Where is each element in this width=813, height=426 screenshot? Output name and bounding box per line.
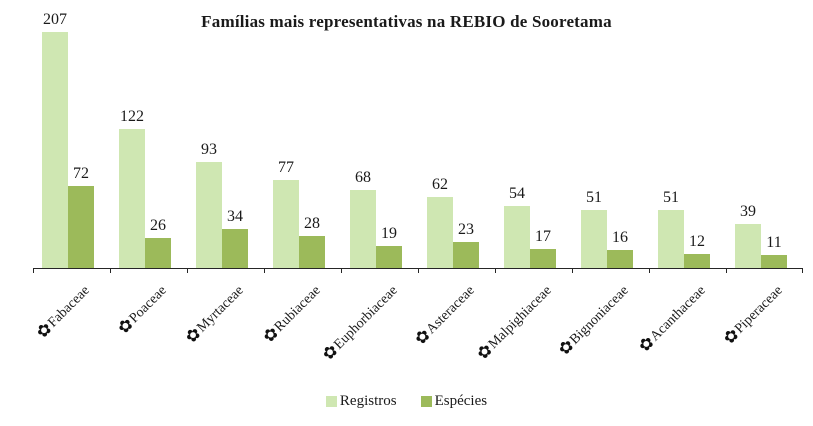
bar-value-label: 54: [509, 185, 525, 202]
bar-registros-malpighiaceae: [504, 206, 530, 268]
category-label-text: Asteraceae: [423, 283, 478, 338]
bar-espécies-myrtaceae: [222, 229, 248, 268]
bar-registros-fabaceae: [42, 32, 68, 268]
bar-value-label: 93: [201, 141, 217, 158]
bar-espécies-rubiaceae: [299, 236, 325, 268]
bar-espécies-fabaceae: [68, 186, 94, 268]
category-label-text: Poaceae: [126, 283, 170, 327]
axis-tick: [649, 268, 650, 273]
bar-espécies-bignoniaceae: [607, 250, 633, 268]
bar-value-label: 207: [43, 11, 67, 28]
category-label-text: Euphorbiaceae: [330, 283, 401, 353]
bar-value-label: 23: [458, 221, 474, 238]
bar-registros-poaceae: [119, 129, 145, 268]
bar-espécies-malpighiaceae: [530, 249, 556, 268]
axis-tick: [726, 268, 727, 273]
axis-tick: [187, 268, 188, 273]
legend-swatch-especies: [420, 396, 432, 407]
category-label-text: Myrtaceae: [193, 283, 247, 336]
category-label-text: Rubiaceae: [271, 283, 324, 335]
bar-espécies-euphorbiaceae: [376, 246, 402, 268]
bar-value-label: 77: [278, 159, 294, 176]
bar-value-label: 26: [150, 217, 166, 234]
bar-value-label: 16: [612, 229, 628, 246]
bar-value-label: 17: [535, 228, 551, 245]
bar-value-label: 11: [766, 234, 782, 251]
bar-value-label: 68: [355, 169, 371, 186]
category-label-text: Piperaceae: [731, 283, 786, 337]
bar-espécies-asteraceae: [453, 242, 479, 268]
category-label-text: Acanthaceae: [647, 283, 709, 345]
bar-registros-euphorbiaceae: [350, 190, 376, 268]
axis-tick: [418, 268, 419, 273]
chart-title: Famílias mais representativas na REBIO d…: [201, 12, 612, 31]
legend-item-registros: Registros: [325, 393, 397, 410]
bar-espécies-poaceae: [145, 238, 171, 268]
bar-espécies-acanthaceae: [684, 254, 710, 268]
bar-value-label: 19: [381, 225, 397, 242]
axis-tick: [110, 268, 111, 273]
legend-label-registros: Registros: [339, 393, 397, 409]
bar-value-label: 12: [689, 233, 705, 250]
bar-registros-acanthaceae: [658, 210, 684, 268]
legend-label-especies: Espécies: [434, 393, 488, 409]
bar-value-label: 72: [73, 165, 89, 182]
bar-value-label: 51: [663, 189, 679, 206]
bar-registros-asteraceae: [427, 197, 453, 268]
bar-value-label: 51: [586, 189, 602, 206]
axis-tick: [495, 268, 496, 273]
axis-tick: [33, 268, 34, 273]
legend-item-especies: Espécies: [420, 393, 488, 410]
bar-registros-myrtaceae: [196, 162, 222, 268]
bar-value-label: 122: [120, 108, 144, 125]
category-label-text: Fabaceae: [44, 283, 93, 331]
category-label-text: Malpighiaceae: [485, 283, 555, 352]
bar-value-label: 39: [740, 203, 756, 220]
axis-tick: [341, 268, 342, 273]
legend-swatch-registros: [325, 396, 337, 407]
bar-value-label: 28: [304, 215, 320, 232]
legend: Registros Espécies: [0, 393, 813, 410]
bar-registros-rubiaceae: [273, 180, 299, 268]
bar-registros-piperaceae: [735, 224, 761, 268]
plot-area: 207 72 122 26 93 34 77 28 68 19 62 23 54 17 51 16 51 12 39…: [33, 11, 803, 273]
axis-tick: [264, 268, 265, 273]
category-label-text: Bignoniaceae: [566, 283, 632, 348]
bar-value-label: 62: [432, 176, 448, 193]
bar-value-label: 34: [227, 208, 243, 225]
axis-tick: [802, 268, 803, 273]
axis-tick: [572, 268, 573, 273]
bar-espécies-piperaceae: [761, 255, 787, 268]
bar-registros-bignoniaceae: [581, 210, 607, 268]
